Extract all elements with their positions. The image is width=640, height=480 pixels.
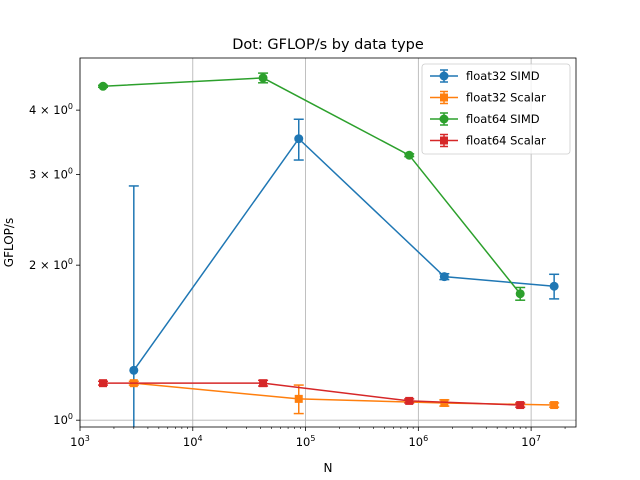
data-point: [294, 134, 304, 144]
legend-label: float32 SIMD: [466, 69, 540, 83]
x-axis-label: N: [324, 461, 333, 475]
x-axis: 103 104 105 106 107: [70, 427, 566, 449]
legend-label: float32 Scalar: [466, 91, 546, 105]
data-point: [294, 394, 303, 403]
plot-area: [98, 72, 560, 427]
y-tick-label: 4 × 100: [29, 102, 73, 117]
data-point: [99, 379, 108, 388]
data-point: [549, 281, 559, 291]
legend-marker: [440, 93, 448, 102]
x-tick-label: 107: [521, 434, 541, 449]
legend-entry: float32 Scalar: [430, 91, 546, 105]
data-point: [550, 401, 559, 410]
y-tick-label: 2 × 100: [29, 257, 73, 272]
legend-marker: [439, 71, 449, 81]
data-point: [439, 272, 449, 282]
chart-title: Dot: GFLOP/s by data type: [232, 37, 424, 53]
series-float32-simd: [128, 118, 560, 427]
legend-entry: float64 SIMD: [430, 112, 540, 126]
legend-label: float64 Scalar: [466, 134, 546, 148]
series-float64-simd: [98, 72, 526, 301]
legend-entry: float64 Scalar: [430, 134, 546, 148]
data-point: [515, 289, 525, 299]
series-float64-scalar: [98, 379, 526, 410]
series-line: [103, 382, 521, 406]
legend-frame: [421, 63, 571, 155]
data-point: [258, 73, 268, 83]
data-point: [259, 379, 268, 388]
legend: float32 SIMD float32 Scalar float64 SIMD fl…: [421, 63, 571, 155]
data-point: [440, 398, 449, 407]
x-tick-label: 104: [183, 434, 203, 449]
data-point: [129, 365, 139, 375]
y-axis-label: GFLOP/s: [2, 218, 16, 267]
data-point: [404, 150, 414, 160]
y-tick-label: 100: [53, 412, 73, 427]
legend-marker: [440, 136, 448, 145]
x-tick-label: 106: [408, 434, 428, 449]
series-line: [133, 137, 555, 371]
legend-label: float64 SIMD: [466, 112, 540, 126]
axes-frame: [79, 57, 577, 428]
x-tick-label: 105: [296, 434, 316, 449]
data-point: [405, 396, 414, 405]
legend-marker: [439, 114, 449, 124]
y-axis: 100 2 × 100 3 × 100 4 × 100: [29, 102, 80, 427]
data-point: [516, 401, 525, 410]
legend-entry: float32 SIMD: [430, 69, 540, 83]
y-tick-label: 3 × 100: [29, 166, 73, 181]
series-line: [102, 77, 521, 295]
x-tick-label: 103: [70, 434, 90, 449]
data-point: [98, 81, 108, 91]
